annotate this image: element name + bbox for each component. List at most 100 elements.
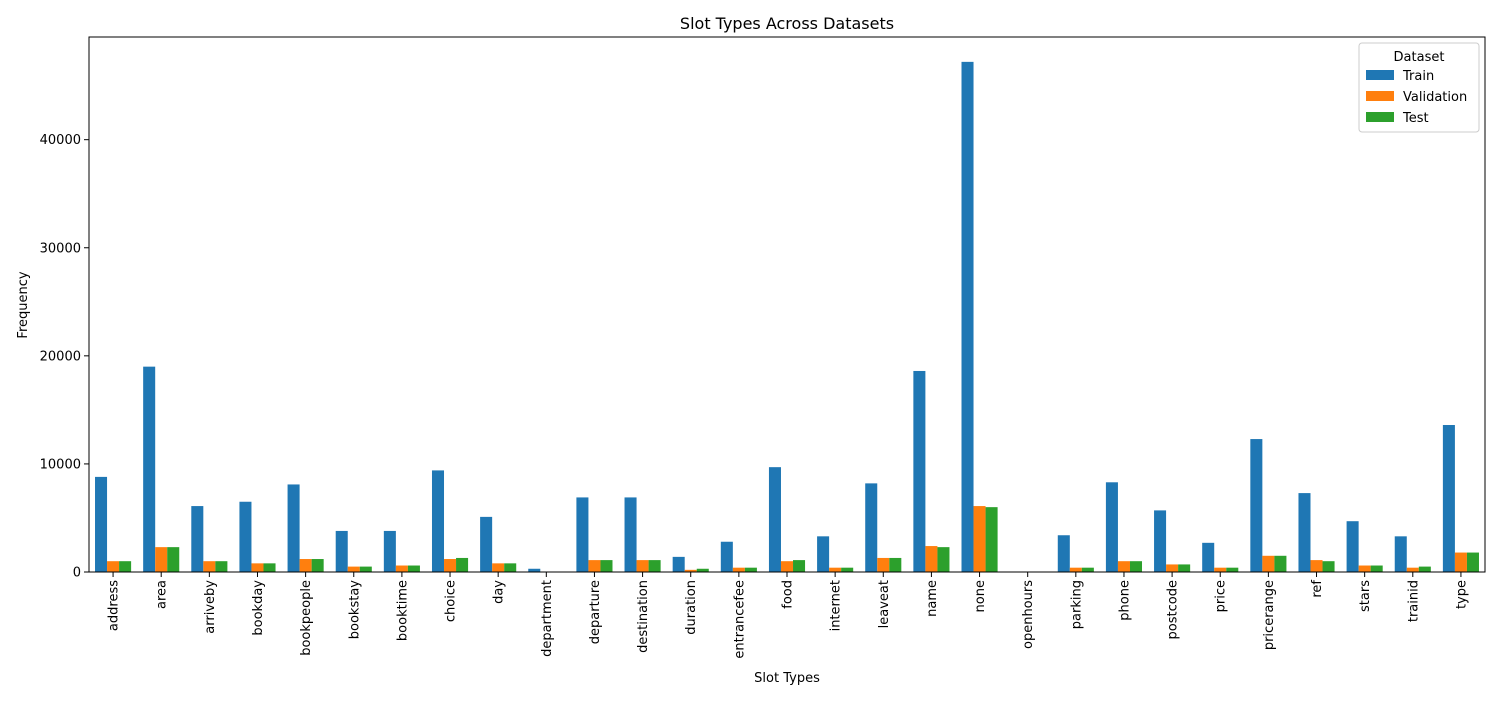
chart-title: Slot Types Across Datasets xyxy=(680,14,894,33)
bar-train-ref xyxy=(1298,493,1311,572)
bar-train-department xyxy=(528,568,541,572)
x-tick-label-none: none xyxy=(973,580,988,612)
bar-validation-pricerange xyxy=(1262,555,1275,572)
bar-test-booktime xyxy=(407,565,420,572)
y-tick-label: 40000 xyxy=(40,133,81,148)
x-tick-label-entrancefee: entrancefee xyxy=(732,580,747,659)
x-tick-label-bookday: bookday xyxy=(251,580,266,636)
bar-train-food xyxy=(768,467,781,572)
bar-train-day xyxy=(480,516,493,572)
x-tick-label-duration: duration xyxy=(684,580,699,635)
bar-validation-type xyxy=(1454,552,1467,572)
x-tick-label-ref: ref xyxy=(1310,580,1325,598)
y-axis-label: Frequency xyxy=(16,271,31,338)
bar-test-entrancefee xyxy=(744,567,757,572)
legend-swatch-test xyxy=(1366,112,1394,122)
x-tick-label-arriveby: arriveby xyxy=(203,580,218,634)
x-tick-label-destination: destination xyxy=(636,580,651,653)
legend-frame xyxy=(1358,42,1480,133)
bar-validation-food xyxy=(780,561,794,572)
x-tick-label-postcode: postcode xyxy=(1166,580,1181,639)
bar-test-bookpeople xyxy=(311,559,324,572)
bar-train-arriveby xyxy=(191,506,204,572)
bar-train-destination xyxy=(624,497,637,572)
bar-train-departure xyxy=(576,497,589,572)
x-tick-label-food: food xyxy=(781,580,796,609)
x-tick-label-price: price xyxy=(1214,580,1229,612)
bar-train-type xyxy=(1442,425,1455,572)
x-tick-label-stars: stars xyxy=(1358,580,1373,612)
bar-validation-arriveby xyxy=(203,561,216,572)
x-tick-label-area: area xyxy=(155,580,170,609)
legend-title: Dataset xyxy=(1394,50,1445,65)
bar-test-area xyxy=(167,547,180,572)
bar-train-bookday xyxy=(239,501,252,572)
bar-validation-choice xyxy=(444,559,457,572)
bar-train-entrancefee xyxy=(720,541,733,572)
bar-test-name xyxy=(937,547,950,572)
bar-validation-trainid xyxy=(1406,567,1419,572)
bar-train-postcode xyxy=(1154,510,1167,572)
bar-test-internet xyxy=(841,567,854,572)
y-tick-label: 0 xyxy=(73,566,81,581)
bar-validation-bookstay xyxy=(347,566,360,572)
bar-train-name xyxy=(913,370,926,572)
bar-test-bookday xyxy=(263,563,276,572)
x-tick-label-booktime: booktime xyxy=(395,580,410,641)
bar-validation-internet xyxy=(829,567,842,572)
bar-validation-bookpeople xyxy=(299,559,312,572)
bar-test-bookstay xyxy=(359,566,372,572)
bar-validation-booktime xyxy=(395,565,408,572)
bar-train-price xyxy=(1202,542,1215,572)
x-tick-label-openhours: openhours xyxy=(1021,580,1036,649)
bar-test-departure xyxy=(600,560,613,572)
bar-train-leaveat xyxy=(865,483,878,572)
bar-test-leaveat xyxy=(889,557,902,572)
bar-validation-parking xyxy=(1069,567,1082,572)
bar-test-phone xyxy=(1129,561,1143,572)
bar-test-arriveby xyxy=(215,561,228,572)
bar-test-address xyxy=(119,561,132,572)
bar-test-none xyxy=(985,507,998,572)
bar-train-internet xyxy=(817,536,830,572)
x-tick-label-name: name xyxy=(925,580,940,617)
legend-swatch-train xyxy=(1366,70,1394,80)
legend-swatch-validation xyxy=(1366,91,1394,101)
x-tick-label-bookstay: bookstay xyxy=(347,580,362,640)
bar-validation-address xyxy=(107,561,120,572)
legend: Dataset Train Validation Test xyxy=(1358,42,1480,133)
y-axis: 0 10000 20000 30000 40000 xyxy=(40,133,89,581)
bar-validation-duration xyxy=(684,569,697,572)
bar-train-area xyxy=(143,366,156,572)
bar-train-choice xyxy=(431,470,445,572)
bar-train-address xyxy=(95,476,108,572)
bar-train-parking xyxy=(1057,535,1070,572)
bar-validation-stars xyxy=(1358,565,1371,572)
legend-label-validation: Validation xyxy=(1403,90,1467,105)
bars-group xyxy=(95,61,1479,573)
y-tick-label: 30000 xyxy=(40,241,81,256)
bar-validation-bookday xyxy=(251,563,264,572)
legend-label-test: Test xyxy=(1402,111,1429,126)
x-tick-label-trainid: trainid xyxy=(1406,580,1421,622)
bar-train-stars xyxy=(1346,521,1359,572)
bar-test-ref xyxy=(1322,561,1335,572)
bar-validation-ref xyxy=(1310,560,1323,572)
bar-validation-postcode xyxy=(1166,564,1179,572)
x-tick-label-internet: internet xyxy=(829,580,844,631)
bar-train-booktime xyxy=(383,530,396,572)
bar-validation-day xyxy=(492,563,505,572)
bar-validation-none xyxy=(973,506,986,572)
x-axis-label: Slot Types xyxy=(754,671,820,686)
bar-validation-area xyxy=(155,547,168,572)
bar-validation-phone xyxy=(1117,561,1130,572)
bar-validation-destination xyxy=(636,560,649,572)
bar-test-price xyxy=(1226,567,1239,572)
bar-test-stars xyxy=(1370,565,1383,572)
x-tick-label-pricerange: pricerange xyxy=(1262,580,1277,650)
bar-train-bookstay xyxy=(335,530,348,572)
bar-validation-departure xyxy=(588,560,601,572)
bar-validation-entrancefee xyxy=(732,567,745,572)
